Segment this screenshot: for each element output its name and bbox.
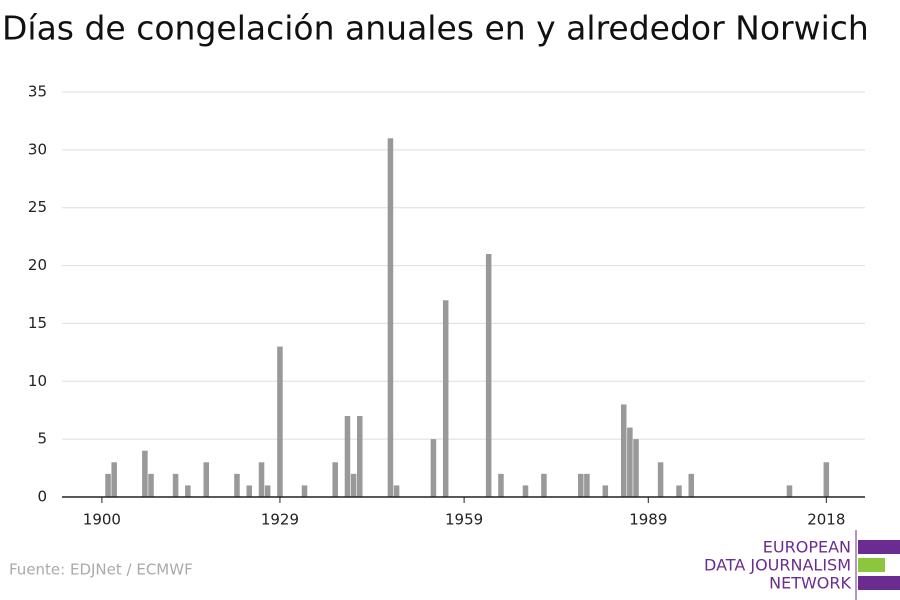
- x-tick-label: 1900: [83, 511, 121, 529]
- x-tick-label: 1959: [445, 511, 483, 529]
- bar: [485, 254, 492, 497]
- bar: [498, 473, 504, 497]
- bar: [277, 346, 283, 497]
- bar: [430, 439, 437, 497]
- y-tick-label: 30: [28, 140, 47, 158]
- bar: [633, 439, 639, 497]
- y-tick-label: 10: [28, 372, 47, 390]
- bar: [627, 427, 633, 497]
- bar: [393, 485, 400, 497]
- logo-text: NETWORK: [769, 574, 851, 593]
- y-tick-label: 35: [28, 83, 47, 101]
- bar: [676, 485, 682, 497]
- bar: [657, 462, 664, 497]
- bar: [172, 473, 179, 497]
- logo-text: DATA JOURNALISM: [704, 556, 851, 575]
- bar: [258, 462, 265, 497]
- bar: [786, 485, 793, 497]
- bar: [344, 416, 351, 497]
- bar: [301, 485, 308, 497]
- bar: [203, 462, 210, 497]
- bar: [602, 485, 609, 497]
- bar: [823, 462, 830, 497]
- y-tick-label: 15: [28, 314, 47, 332]
- bar: [350, 473, 357, 497]
- bar: [246, 485, 253, 497]
- source: Fuente: EDJNet / ECMWF: [9, 561, 193, 579]
- bar: [387, 138, 394, 498]
- logo-text: EUROPEAN: [763, 538, 851, 557]
- y-tick-label: 20: [28, 256, 47, 274]
- bar: [584, 473, 590, 497]
- y-tick-label: 5: [37, 430, 47, 448]
- bar: [541, 473, 547, 497]
- y-tick-label: 25: [28, 198, 47, 216]
- x-tick-label: 1929: [261, 511, 299, 529]
- bar: [111, 462, 117, 497]
- logo-bar: [858, 558, 885, 572]
- bar: [442, 300, 449, 497]
- bar: [522, 485, 529, 497]
- x-tick-label: 1989: [629, 511, 667, 529]
- logo-bar: [858, 540, 900, 554]
- bar: [356, 416, 363, 497]
- bar: [105, 473, 111, 497]
- bar: [234, 473, 240, 497]
- chart-title: Días de congelación anuales en y alreded…: [2, 9, 869, 48]
- logo-bar: [858, 576, 900, 590]
- bar: [332, 462, 338, 497]
- bar: [688, 473, 695, 497]
- logo: EUROPEAN DATA JOURNALISM NETWORK: [704, 530, 900, 600]
- bar: [185, 485, 191, 497]
- bar: [142, 450, 148, 497]
- bar: [148, 473, 154, 497]
- y-tick-label: 0: [37, 488, 47, 506]
- x-tick-label: 2018: [807, 511, 845, 529]
- bar: [264, 485, 271, 497]
- bar: [620, 404, 627, 497]
- bar: [577, 473, 584, 497]
